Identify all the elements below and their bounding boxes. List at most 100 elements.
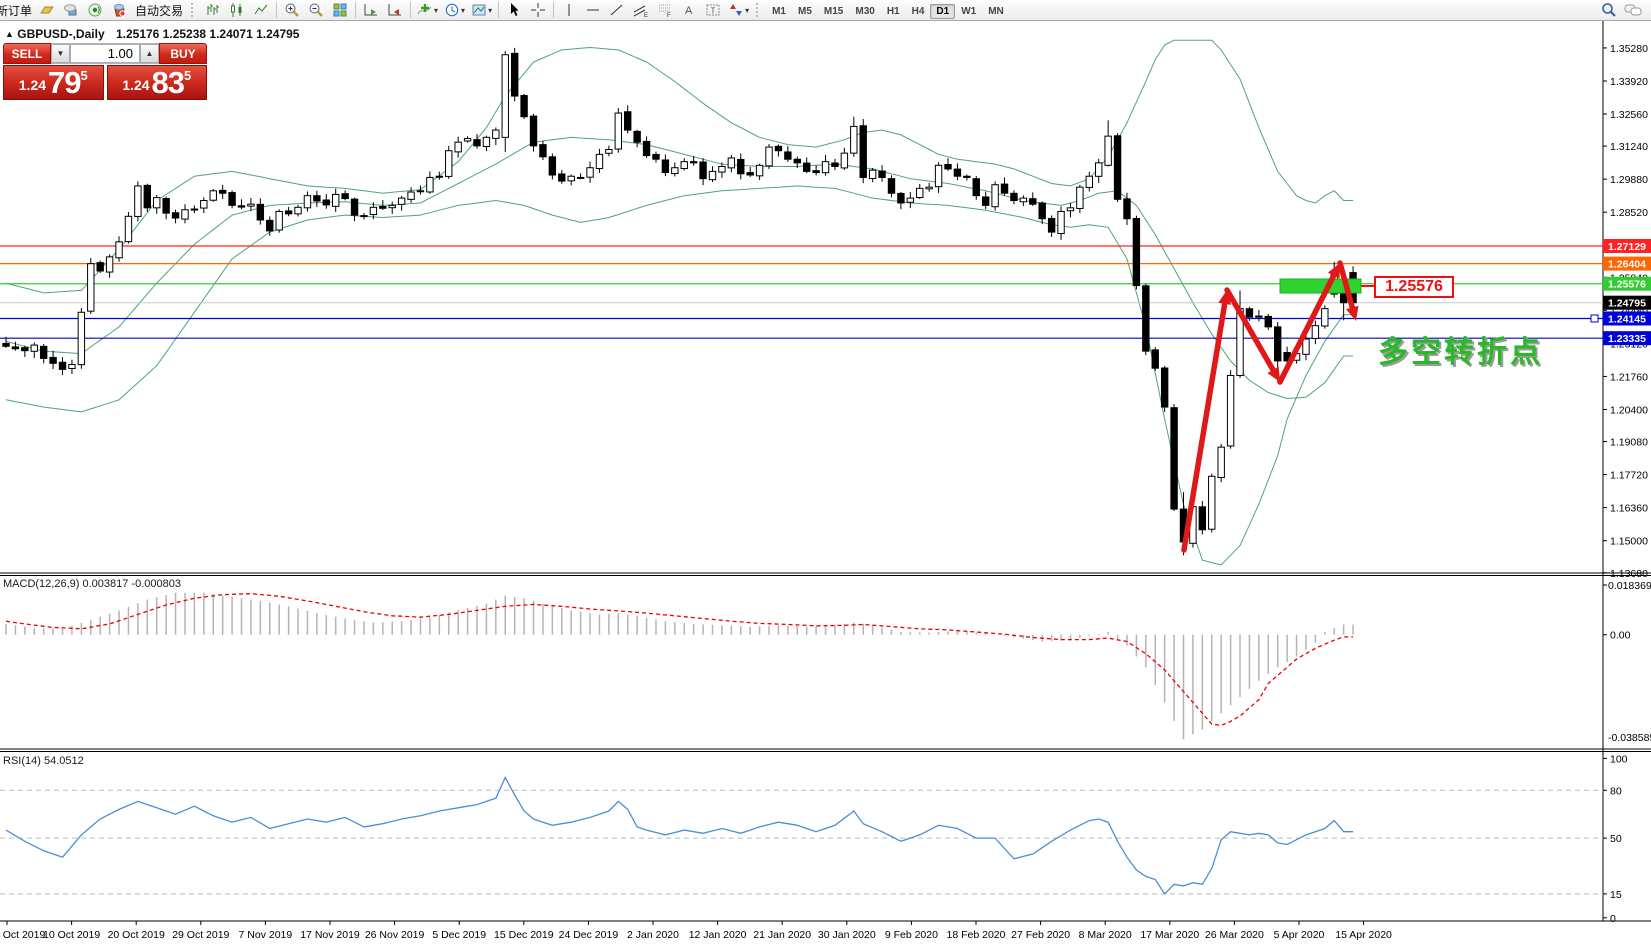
candle: [793, 158, 801, 164]
timeframe-d1[interactable]: D1: [930, 4, 956, 19]
tile-windows-icon[interactable]: [328, 0, 352, 20]
autotrading-button[interactable]: 自动交易: [135, 3, 184, 18]
trendline-tool-icon[interactable]: [605, 0, 629, 20]
timeframe-h4[interactable]: H4: [911, 6, 925, 17]
candle: [369, 206, 378, 216]
price-callout-label[interactable]: 1.25576: [1374, 276, 1454, 298]
text-tool-icon[interactable]: A: [677, 0, 701, 20]
candle: [454, 141, 462, 153]
candle: [831, 162, 839, 168]
candle: [435, 175, 444, 178]
candle: [190, 208, 199, 211]
buy-price-display[interactable]: 1.24 83 5: [106, 65, 207, 100]
svg-text:A: A: [685, 5, 693, 17]
time-label: 8 Mar 2020: [1079, 929, 1132, 941]
one-click-trade-panel: SELL ▼ 1.00 ▲ BUY 1.24 79 5 1.24 83 5: [3, 43, 207, 100]
vertical-line-tool-icon[interactable]: [557, 0, 581, 20]
svg-text:E: E: [644, 13, 648, 18]
candle: [906, 197, 915, 203]
candle: [275, 210, 283, 231]
candle: [755, 164, 764, 177]
line-chart-icon[interactable]: [249, 0, 273, 20]
svg-text:1.21760: 1.21760: [1610, 371, 1648, 383]
candle: [953, 168, 962, 177]
candle: [407, 191, 415, 200]
candle: [341, 193, 349, 200]
volume-input[interactable]: 1.00: [70, 44, 140, 63]
candle: [784, 151, 792, 160]
zigzag-annotation[interactable]: [1181, 260, 1359, 553]
svg-text:1.24795: 1.24795: [1608, 298, 1646, 310]
volume-increase-button[interactable]: ▲: [140, 44, 159, 63]
candlestick-chart-icon[interactable]: [225, 0, 249, 20]
macd-zero-label: 0.00: [1610, 630, 1631, 642]
candle: [1255, 315, 1263, 318]
templates-icon[interactable]: ▾: [468, 0, 495, 20]
new-order-button[interactable]: 新订单: [0, 3, 33, 18]
candle: [228, 192, 236, 206]
turning-point-annotation[interactable]: 多空转折点: [1378, 336, 1543, 369]
svg-text:1.31240: 1.31240: [1610, 141, 1648, 153]
candle: [868, 169, 877, 180]
svg-text:1.33920: 1.33920: [1610, 76, 1648, 88]
candle: [1019, 197, 1028, 203]
timeframe-h1[interactable]: H1: [886, 6, 900, 17]
candle: [614, 112, 622, 150]
auto-scroll-icon[interactable]: [359, 0, 383, 20]
time-label: 17 Mar 2020: [1140, 929, 1199, 941]
hline-handle[interactable]: [1590, 314, 1599, 323]
zoom-out-icon[interactable]: [304, 0, 328, 20]
candle: [482, 136, 491, 148]
fibonacci-tool-icon[interactable]: F: [653, 0, 677, 20]
candle: [661, 159, 670, 174]
timeframe-m15[interactable]: M15: [823, 6, 844, 17]
candle: [991, 184, 999, 208]
equidistant-channel-tool-icon[interactable]: E: [629, 0, 653, 20]
candle: [859, 125, 867, 178]
periods-icon[interactable]: ▾: [441, 0, 468, 20]
chart-canvas[interactable]: 1.35280 1.33920 1.32560 1.31240 1.29880 1.285…: [0, 20, 1651, 946]
svg-text:1.15000: 1.15000: [1610, 536, 1648, 548]
time-label: 12 Jan 2020: [689, 929, 747, 941]
timeframe-w1[interactable]: W1: [961, 6, 977, 17]
bid-axis-label: 1.24795: [1603, 295, 1651, 310]
rsi-axis-100: 100: [1610, 753, 1628, 765]
candle: [1208, 475, 1216, 530]
cloud-data-icon[interactable]: [59, 0, 83, 20]
timeframe-m30[interactable]: M30: [855, 6, 875, 17]
arrows-tool-icon[interactable]: ▾: [725, 0, 752, 20]
candle: [1076, 186, 1084, 209]
horizontal-line-tool-icon[interactable]: [581, 0, 605, 20]
candle: [595, 153, 604, 170]
volume-decrease-button[interactable]: ▼: [51, 44, 70, 63]
zoom-in-icon[interactable]: [280, 0, 304, 20]
candle: [463, 138, 472, 142]
candle: [1057, 210, 1065, 235]
candle: [30, 344, 38, 352]
candle: [1264, 315, 1272, 328]
axis-label-1.27129: 1.27129: [1603, 238, 1651, 253]
buy-button[interactable]: BUY: [159, 43, 207, 64]
cursor-icon[interactable]: [502, 0, 526, 20]
favorites-icon[interactable]: [35, 0, 59, 20]
text-label-tool-icon[interactable]: T: [701, 0, 725, 20]
candle: [812, 170, 820, 174]
sell-price-display[interactable]: 1.24 79 5: [3, 65, 104, 100]
chart-shift-icon[interactable]: [383, 0, 407, 20]
market-icon[interactable]: [107, 0, 131, 20]
bar-chart-icon[interactable]: [201, 0, 225, 20]
timeframe-m5[interactable]: M5: [798, 6, 812, 17]
search-icon[interactable]: [1597, 0, 1621, 20]
sell-button[interactable]: SELL: [3, 43, 51, 64]
candle: [840, 152, 849, 169]
chat-icon[interactable]: [1621, 0, 1645, 20]
indicators-icon[interactable]: ▾: [414, 0, 441, 20]
crosshair-icon[interactable]: [526, 0, 550, 20]
timeframe-m1[interactable]: M1: [772, 6, 786, 17]
timeframe-mn[interactable]: MN: [988, 6, 1004, 17]
candle: [737, 158, 745, 175]
signals-icon[interactable]: [83, 0, 107, 20]
svg-text:1.24145: 1.24145: [1608, 313, 1646, 325]
time-label: 15 Apr 2020: [1335, 929, 1392, 941]
